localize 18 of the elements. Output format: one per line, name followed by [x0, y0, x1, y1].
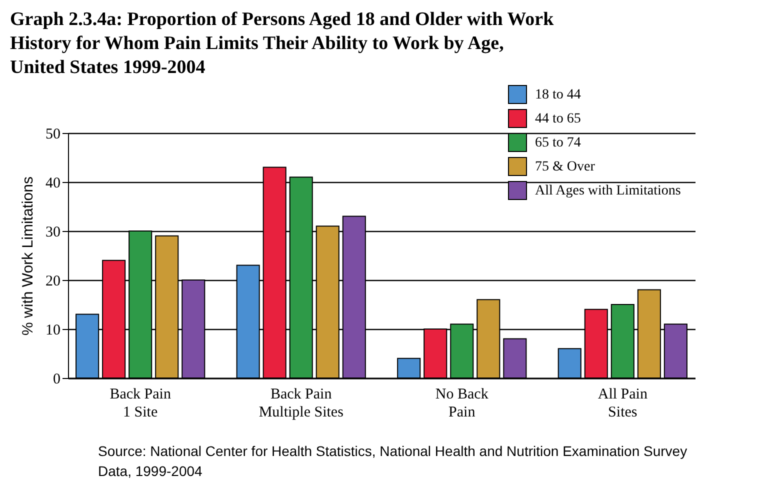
y-tick-label: 40 — [46, 176, 60, 192]
chart-title: Graph 2.3.4a: Proportion of Persons Aged 18 and Older with Work History for Whom Pain Limits Their Ability to Work by Age, United States 1999-2004 — [10, 9, 554, 78]
y-axis-title: % with Work Limitations — [20, 176, 36, 336]
y-tick-label: 20 — [46, 274, 60, 290]
x-tick-label: No Back Pain — [435, 386, 489, 420]
legend-label: 18 to 44 — [535, 88, 581, 102]
legend-label: 75 & Over — [535, 160, 596, 174]
y-tick-label: 0 — [53, 372, 60, 388]
legend-label: All Ages with Limitations — [535, 184, 681, 198]
y-tick-label: 30 — [46, 224, 60, 240]
y-tick-label: 50 — [46, 126, 60, 142]
legend-label: 44 to 65 — [535, 112, 581, 126]
x-tick-label: Back Pain 1 Site — [110, 386, 172, 420]
legend-label: 65 to 74 — [535, 136, 581, 150]
y-tick-label: 10 — [46, 322, 60, 338]
x-tick-label: Back Pain Multiple Sites — [258, 386, 344, 420]
x-tick-label: All Pain Sites — [598, 386, 648, 420]
source-note: Source: National Center for Health Statistics, National Health and Nutrition Examination Survey Data, 1999-2004 — [98, 442, 688, 481]
